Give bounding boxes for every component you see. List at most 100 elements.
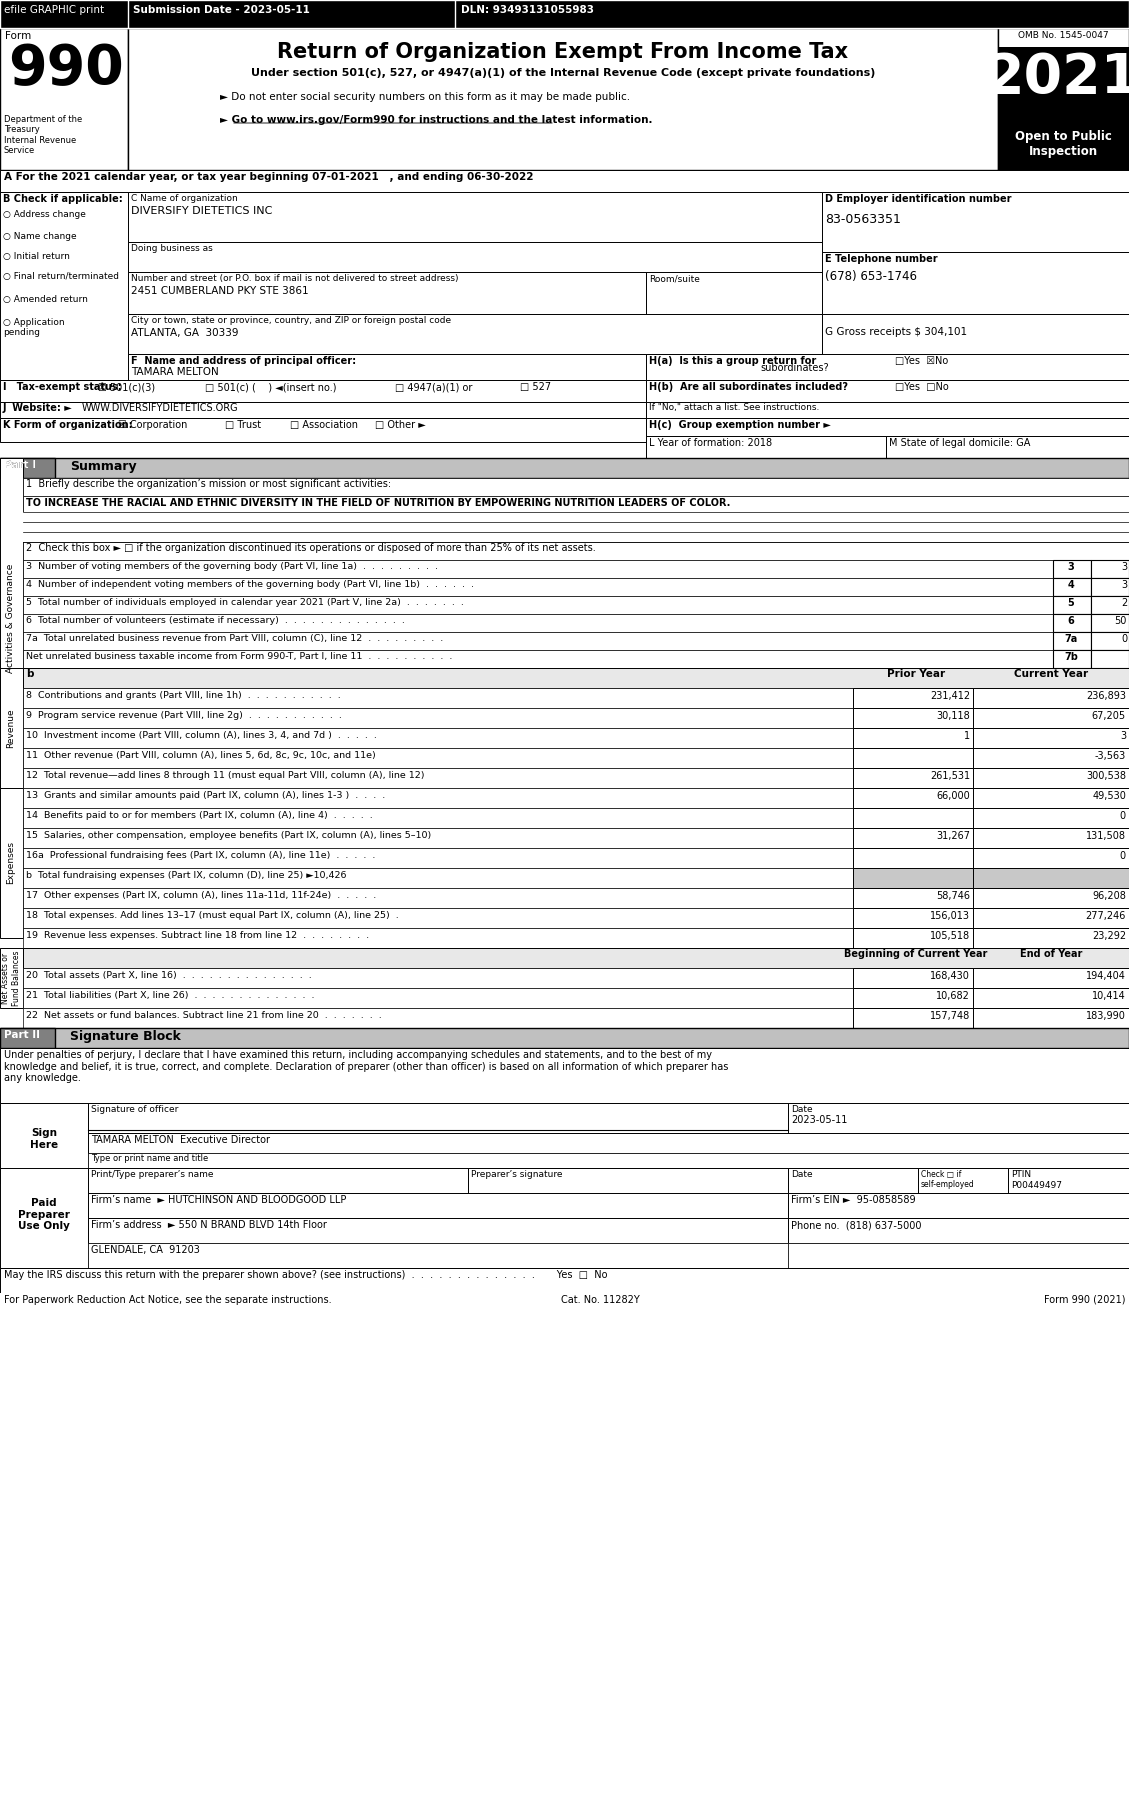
Text: ☒ Corporation: ☒ Corporation: [119, 421, 187, 430]
Text: 6  Total number of volunteers (estimate if necessary)  .  .  .  .  .  .  .  .  .: 6 Total number of volunteers (estimate i…: [26, 617, 405, 626]
Text: City or town, state or province, country, and ZIP or foreign postal code: City or town, state or province, country…: [131, 316, 452, 325]
Text: 0: 0: [1120, 811, 1126, 822]
Text: 231,412: 231,412: [930, 691, 970, 700]
Text: H(c)  Group exemption number ►: H(c) Group exemption number ►: [649, 421, 831, 430]
Bar: [469, 1168, 788, 1194]
Bar: [822, 314, 1129, 354]
Bar: [23, 767, 854, 787]
Text: May the IRS discuss this return with the preparer shown above? (see instructions: May the IRS discuss this return with the…: [5, 1270, 607, 1281]
Bar: [973, 767, 1129, 787]
Text: K Form of organization:: K Form of organization:: [3, 421, 132, 430]
Text: 105,518: 105,518: [930, 931, 970, 941]
Text: 7b: 7b: [1064, 651, 1078, 662]
Bar: [646, 403, 1129, 417]
Text: 277,246: 277,246: [1086, 911, 1126, 922]
Bar: [23, 512, 1129, 522]
Bar: [973, 909, 1129, 929]
Bar: [23, 495, 1129, 512]
Bar: [886, 435, 1129, 457]
Bar: [88, 1217, 788, 1243]
Bar: [0, 171, 1129, 192]
Text: C Name of organization: C Name of organization: [131, 194, 238, 203]
Text: 7a: 7a: [1065, 635, 1077, 644]
Text: Print/Type preparer’s name: Print/Type preparer’s name: [91, 1170, 213, 1179]
Text: 49,530: 49,530: [1092, 791, 1126, 802]
Text: ○ Application
pending: ○ Application pending: [3, 317, 64, 337]
Text: DIVERSIFY DIETETICS INC: DIVERSIFY DIETETICS INC: [131, 207, 272, 216]
Text: □ 4947(a)(1) or: □ 4947(a)(1) or: [395, 383, 472, 392]
Bar: [23, 929, 854, 949]
Text: Under penalties of perjury, I declare that I have examined this return, includin: Under penalties of perjury, I declare th…: [5, 1050, 728, 1083]
Text: Firm’s EIN ►  95-0858589: Firm’s EIN ► 95-0858589: [791, 1195, 916, 1204]
Bar: [973, 807, 1129, 827]
Text: 1: 1: [964, 731, 970, 740]
Bar: [854, 727, 973, 747]
Bar: [973, 1009, 1129, 1029]
Bar: [23, 989, 854, 1009]
Text: Preparer’s signature: Preparer’s signature: [471, 1170, 562, 1179]
Bar: [788, 1243, 1129, 1268]
Text: 96,208: 96,208: [1092, 891, 1126, 902]
Text: ○ Address change: ○ Address change: [3, 210, 86, 219]
Text: Cat. No. 11282Y: Cat. No. 11282Y: [561, 1295, 639, 1304]
Text: 15  Salaries, other compensation, employee benefits (Part IX, column (A), lines : 15 Salaries, other compensation, employe…: [26, 831, 431, 840]
Text: Prior Year: Prior Year: [887, 669, 945, 678]
Text: TO INCREASE THE RACIAL AND ETHNIC DIVERSITY IN THE FIELD OF NUTRITION BY EMPOWER: TO INCREASE THE RACIAL AND ETHNIC DIVERS…: [26, 499, 730, 508]
Bar: [128, 27, 998, 171]
Text: Revenue: Revenue: [7, 707, 16, 747]
Text: 300,538: 300,538: [1086, 771, 1126, 782]
Text: ☒ 501(c)(3): ☒ 501(c)(3): [98, 383, 155, 392]
Text: Submission Date - 2023-05-11: Submission Date - 2023-05-11: [133, 5, 309, 15]
Text: 2023-05-11: 2023-05-11: [791, 1116, 848, 1125]
Text: M State of legal domicile: GA: M State of legal domicile: GA: [889, 437, 1031, 448]
Text: Net Assets or
Fund Balances: Net Assets or Fund Balances: [1, 951, 20, 1005]
Text: Signature Block: Signature Block: [70, 1030, 181, 1043]
Bar: [128, 314, 822, 354]
Text: D Employer identification number: D Employer identification number: [825, 194, 1012, 203]
Bar: [0, 1029, 55, 1048]
Text: J  Website: ►: J Website: ►: [3, 403, 72, 414]
Bar: [0, 0, 1129, 27]
Text: Open to Public
Inspection: Open to Public Inspection: [1015, 131, 1111, 158]
Bar: [23, 707, 854, 727]
Text: 1  Briefly describe the organization’s mission or most significant activities:: 1 Briefly describe the organization’s mi…: [26, 479, 391, 490]
Text: 13  Grants and similar amounts paid (Part IX, column (A), lines 1-3 )  .  .  .  : 13 Grants and similar amounts paid (Part…: [26, 791, 385, 800]
Bar: [646, 272, 822, 314]
Bar: [0, 417, 646, 443]
Text: (678) 653-1746: (678) 653-1746: [825, 270, 917, 283]
Bar: [854, 807, 973, 827]
Text: 183,990: 183,990: [1086, 1010, 1126, 1021]
Bar: [973, 688, 1129, 707]
Text: If "No," attach a list. See instructions.: If "No," attach a list. See instructions…: [649, 403, 820, 412]
Text: 22  Net assets or fund balances. Subtract line 21 from line 20  .  .  .  .  .  .: 22 Net assets or fund balances. Subtract…: [26, 1010, 382, 1019]
Bar: [788, 1194, 1129, 1217]
Text: □ Association: □ Association: [290, 421, 358, 430]
Bar: [23, 532, 1129, 542]
Text: OMB No. 1545-0047: OMB No. 1545-0047: [1017, 31, 1109, 40]
Bar: [128, 272, 646, 314]
Bar: [646, 379, 1129, 403]
Text: 11  Other revenue (Part VIII, column (A), lines 5, 6d, 8c, 9c, 10c, and 11e): 11 Other revenue (Part VIII, column (A),…: [26, 751, 376, 760]
Bar: [128, 241, 822, 272]
Bar: [0, 1168, 88, 1268]
Text: 194,404: 194,404: [1086, 970, 1126, 981]
Bar: [854, 969, 973, 989]
Text: Form: Form: [5, 31, 32, 42]
Text: 23,292: 23,292: [1092, 931, 1126, 941]
Bar: [23, 847, 854, 869]
Text: 168,430: 168,430: [930, 970, 970, 981]
Text: DLN: 93493131055983: DLN: 93493131055983: [461, 5, 594, 15]
Bar: [23, 561, 1053, 579]
Text: Phone no.  (818) 637-5000: Phone no. (818) 637-5000: [791, 1221, 921, 1230]
Bar: [788, 1217, 1129, 1243]
Bar: [973, 929, 1129, 949]
Text: 66,000: 66,000: [936, 791, 970, 802]
Bar: [88, 1103, 788, 1134]
Bar: [646, 435, 886, 457]
Bar: [854, 688, 973, 707]
Text: 17  Other expenses (Part IX, column (A), lines 11a-11d, 11f-24e)  .  .  .  .  .: 17 Other expenses (Part IX, column (A), …: [26, 891, 376, 900]
Text: Sign
Here: Sign Here: [30, 1128, 58, 1150]
Bar: [23, 787, 854, 807]
Bar: [973, 747, 1129, 767]
Text: □ 527: □ 527: [520, 383, 551, 392]
